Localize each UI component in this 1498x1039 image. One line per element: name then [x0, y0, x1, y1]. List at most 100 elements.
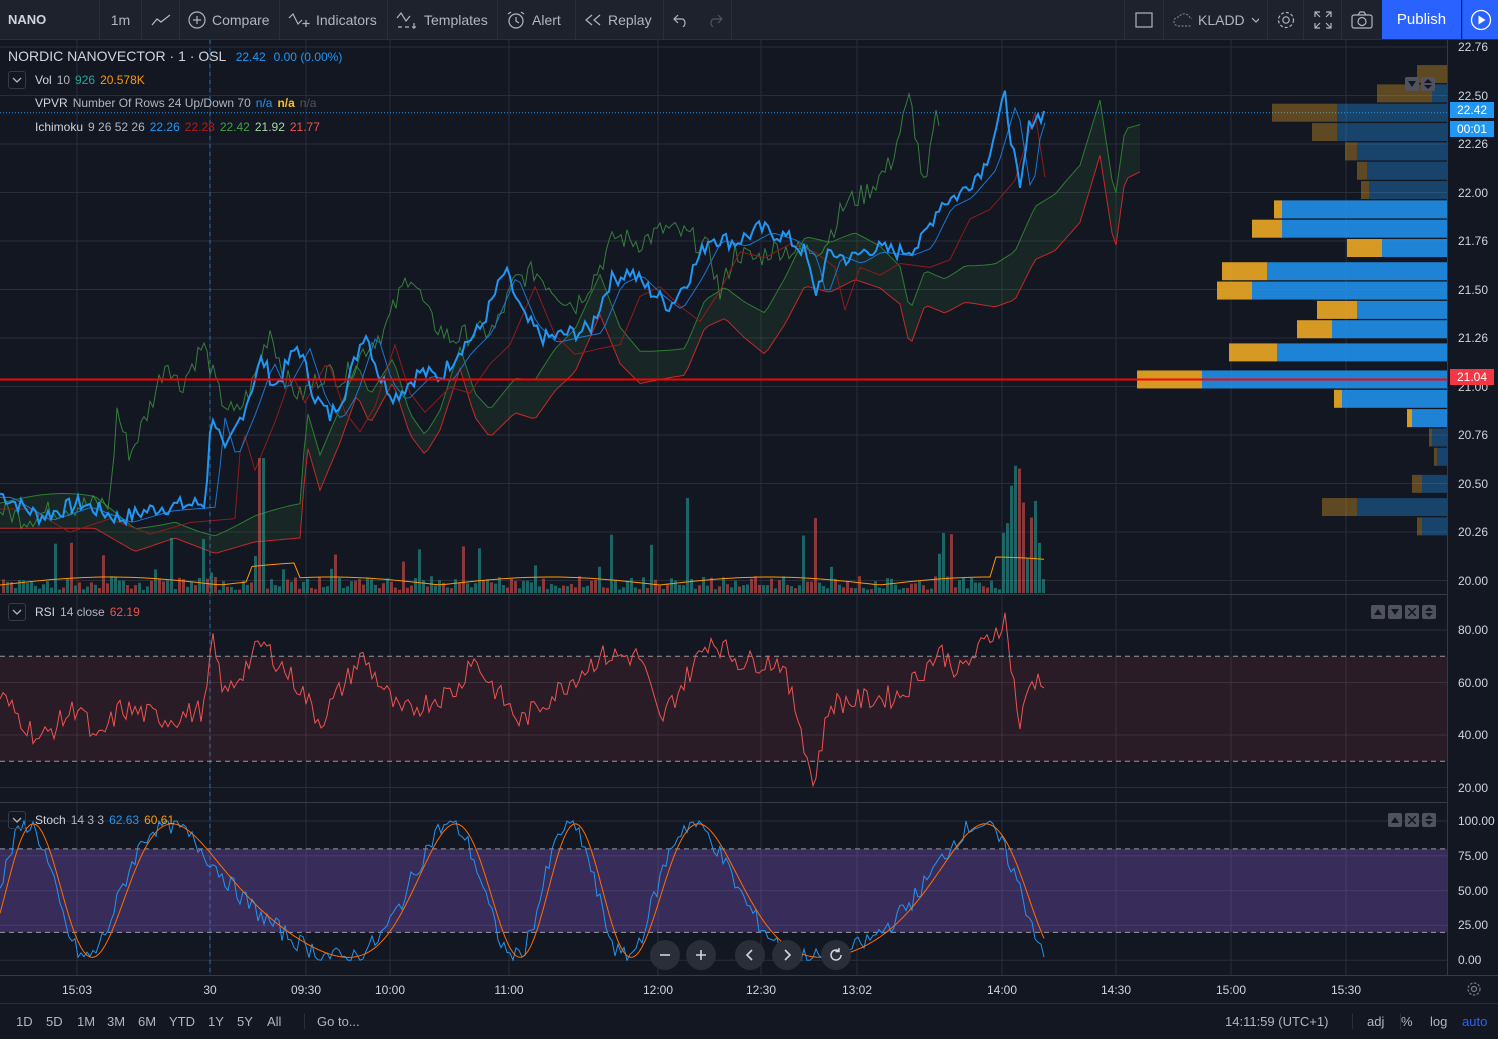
- volume-bar: [98, 588, 101, 593]
- range-button-5y[interactable]: 5Y: [237, 1014, 253, 1029]
- pane-separator[interactable]: [0, 802, 1448, 803]
- scroll-left-button[interactable]: [735, 940, 765, 970]
- collapse-legend-button[interactable]: [8, 71, 26, 89]
- range-button-1m[interactable]: 1M: [77, 1014, 96, 1029]
- vpvr-down-bar: [1274, 200, 1282, 219]
- play-button[interactable]: [1462, 0, 1498, 39]
- volume-bar: [566, 586, 569, 593]
- volume-bar: [886, 578, 889, 593]
- layout-select-button[interactable]: [1124, 0, 1164, 39]
- range-button-ytd[interactable]: YTD: [169, 1014, 195, 1029]
- range-button-1y[interactable]: 1Y: [208, 1014, 224, 1029]
- pane-maximize-button[interactable]: [1422, 813, 1436, 827]
- symbol-search-button[interactable]: NANO: [0, 0, 100, 39]
- volume-bar: [322, 587, 325, 593]
- triangle-down-icon: [1408, 81, 1416, 87]
- volume-bar: [446, 587, 449, 593]
- settings-button[interactable]: [1268, 0, 1304, 39]
- volume-bar: [286, 579, 289, 593]
- volume-bar: [806, 581, 809, 593]
- volume-bar: [638, 589, 641, 593]
- volume-bar: [738, 586, 741, 593]
- pane-maximize-button[interactable]: [1422, 605, 1436, 619]
- goto-button[interactable]: Go to...: [304, 1014, 360, 1029]
- templates-button[interactable]: Templates: [388, 0, 498, 39]
- vpvr-up-bar: [1432, 84, 1447, 103]
- volume-bar: [1022, 502, 1025, 593]
- adj-toggle[interactable]: adj: [1352, 1014, 1384, 1029]
- updown-icon: [1425, 815, 1433, 825]
- undo-button[interactable]: [664, 0, 698, 39]
- range-button-all[interactable]: All: [267, 1014, 282, 1029]
- snapshot-button[interactable]: [1342, 0, 1382, 39]
- vpvr-down-bar: [1407, 409, 1412, 428]
- vol-ma-value: 20.578K: [100, 73, 145, 87]
- pane-settings-button[interactable]: [1421, 77, 1435, 91]
- publish-button[interactable]: Publish: [1382, 0, 1461, 39]
- range-button-3m[interactable]: 3M: [107, 1014, 126, 1029]
- ichimoku-base: 22.28: [184, 120, 215, 134]
- volume-bar: [882, 588, 885, 593]
- vpvr-up-bar: [1382, 239, 1447, 258]
- pane-down-button[interactable]: [1405, 77, 1419, 91]
- stoch-axis-label: 75.00: [1458, 848, 1489, 863]
- time-axis-settings-icon[interactable]: [1466, 981, 1482, 997]
- pane-close-button[interactable]: [1405, 813, 1419, 827]
- vpvr-up-bar: [1282, 219, 1447, 238]
- volume-bar: [162, 581, 165, 593]
- collapse-legend-button[interactable]: [8, 811, 26, 829]
- clock[interactable]: 14:11:59 (UTC+1): [1225, 1014, 1328, 1029]
- volume-bar: [178, 577, 181, 593]
- vpvr-up-bar: [1267, 262, 1447, 281]
- chart-canvas[interactable]: [0, 40, 1448, 975]
- auto-toggle[interactable]: auto: [1462, 1014, 1487, 1029]
- log-toggle[interactable]: log: [1430, 1014, 1447, 1029]
- pane-close-button[interactable]: [1405, 605, 1419, 619]
- save-layout-button[interactable]: KLADD: [1164, 0, 1268, 39]
- pane-up-button[interactable]: [1388, 813, 1402, 827]
- rsi-line: [0, 612, 1045, 788]
- zoom-in-button[interactable]: [686, 940, 716, 970]
- price-axis-label: 22.26: [1458, 137, 1489, 151]
- reset-chart-button[interactable]: [821, 940, 851, 970]
- redo-button[interactable]: [698, 0, 732, 39]
- volume-bar: [222, 581, 225, 593]
- pane-separator[interactable]: [0, 594, 1448, 595]
- volume-bar: [954, 587, 957, 593]
- volume-bar: [790, 586, 793, 593]
- scroll-right-button[interactable]: [772, 940, 802, 970]
- collapse-legend-button[interactable]: [8, 603, 26, 621]
- volume-bar: [390, 581, 393, 593]
- range-button-1d[interactable]: 1D: [16, 1014, 33, 1029]
- fullscreen-button[interactable]: [1304, 0, 1342, 39]
- vpvr-up-bar: [1332, 320, 1447, 339]
- percent-toggle[interactable]: %: [1400, 1014, 1413, 1029]
- vpvr-down-bar: [1361, 181, 1369, 200]
- volume-bar: [14, 588, 17, 593]
- replay-button[interactable]: Replay: [576, 0, 664, 39]
- pane-up-button[interactable]: [1371, 605, 1385, 619]
- indicators-button[interactable]: Indicators: [280, 0, 388, 39]
- compare-button[interactable]: Compare: [180, 0, 280, 39]
- range-button-5d[interactable]: 5D: [46, 1014, 63, 1029]
- vpvr-up-bar: [1342, 389, 1447, 408]
- volume-bar: [674, 580, 677, 593]
- volume-bar: [962, 577, 965, 593]
- volume-bar: [642, 577, 645, 593]
- symbol-label: NANO: [8, 12, 47, 27]
- pane-down-button[interactable]: [1388, 605, 1402, 619]
- vpvr-up-bar: [1437, 447, 1447, 466]
- log-label: log: [1430, 1014, 1448, 1029]
- minus-icon: [660, 954, 670, 956]
- price-axis-label: 20.50: [1458, 476, 1489, 491]
- interval-button[interactable]: 1m: [100, 0, 142, 39]
- zoom-out-button[interactable]: [650, 940, 680, 970]
- camera-icon: [1351, 10, 1373, 29]
- chart-style-button[interactable]: [142, 0, 180, 39]
- rsi-axis-label: 20.00: [1458, 780, 1489, 795]
- volume-bar: [618, 589, 621, 593]
- range-button-6m[interactable]: 6M: [138, 1014, 157, 1029]
- volume-bar: [530, 582, 533, 593]
- volume-bar: [630, 578, 633, 593]
- alert-button[interactable]: Alert: [498, 0, 576, 39]
